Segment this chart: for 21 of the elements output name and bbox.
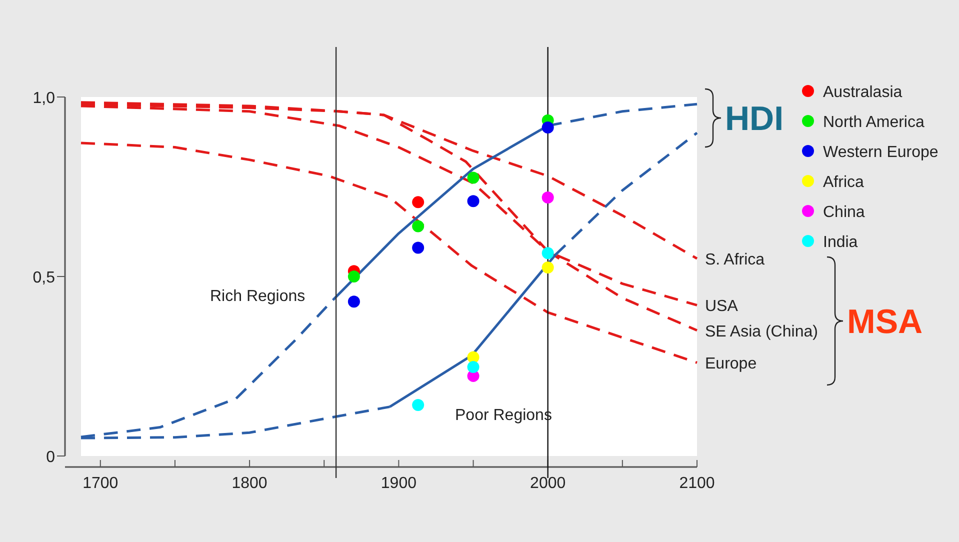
text: HDI — [725, 100, 784, 138]
series-label: SE Asia (China) — [705, 323, 818, 340]
y-tick-label: 0 — [46, 449, 56, 466]
y-tick-label: 1,0 — [32, 90, 56, 107]
series-label: USA — [705, 298, 738, 316]
x-tick-label: 1900 — [380, 475, 417, 492]
legend-label: Australasia — [823, 84, 902, 101]
legend-label: North America — [823, 114, 924, 131]
legend-label: Western Europe — [823, 144, 938, 161]
x-tick-label: 2000 — [530, 475, 566, 492]
legend-label: India — [823, 234, 858, 251]
series-label: S. Africa — [705, 252, 765, 269]
text: MSA — [847, 303, 923, 341]
series-label: Europe — [705, 356, 757, 373]
legend-label: China — [823, 204, 865, 221]
y-tick-label: 0,5 — [32, 270, 56, 286]
legend-label: Africa — [823, 174, 864, 191]
annotation: Rich Regions — [210, 288, 306, 305]
x-tick-label: 2100 — [679, 475, 715, 492]
x-tick-label: 1800 — [232, 475, 268, 492]
x-tick-label: 1700 — [82, 475, 118, 492]
